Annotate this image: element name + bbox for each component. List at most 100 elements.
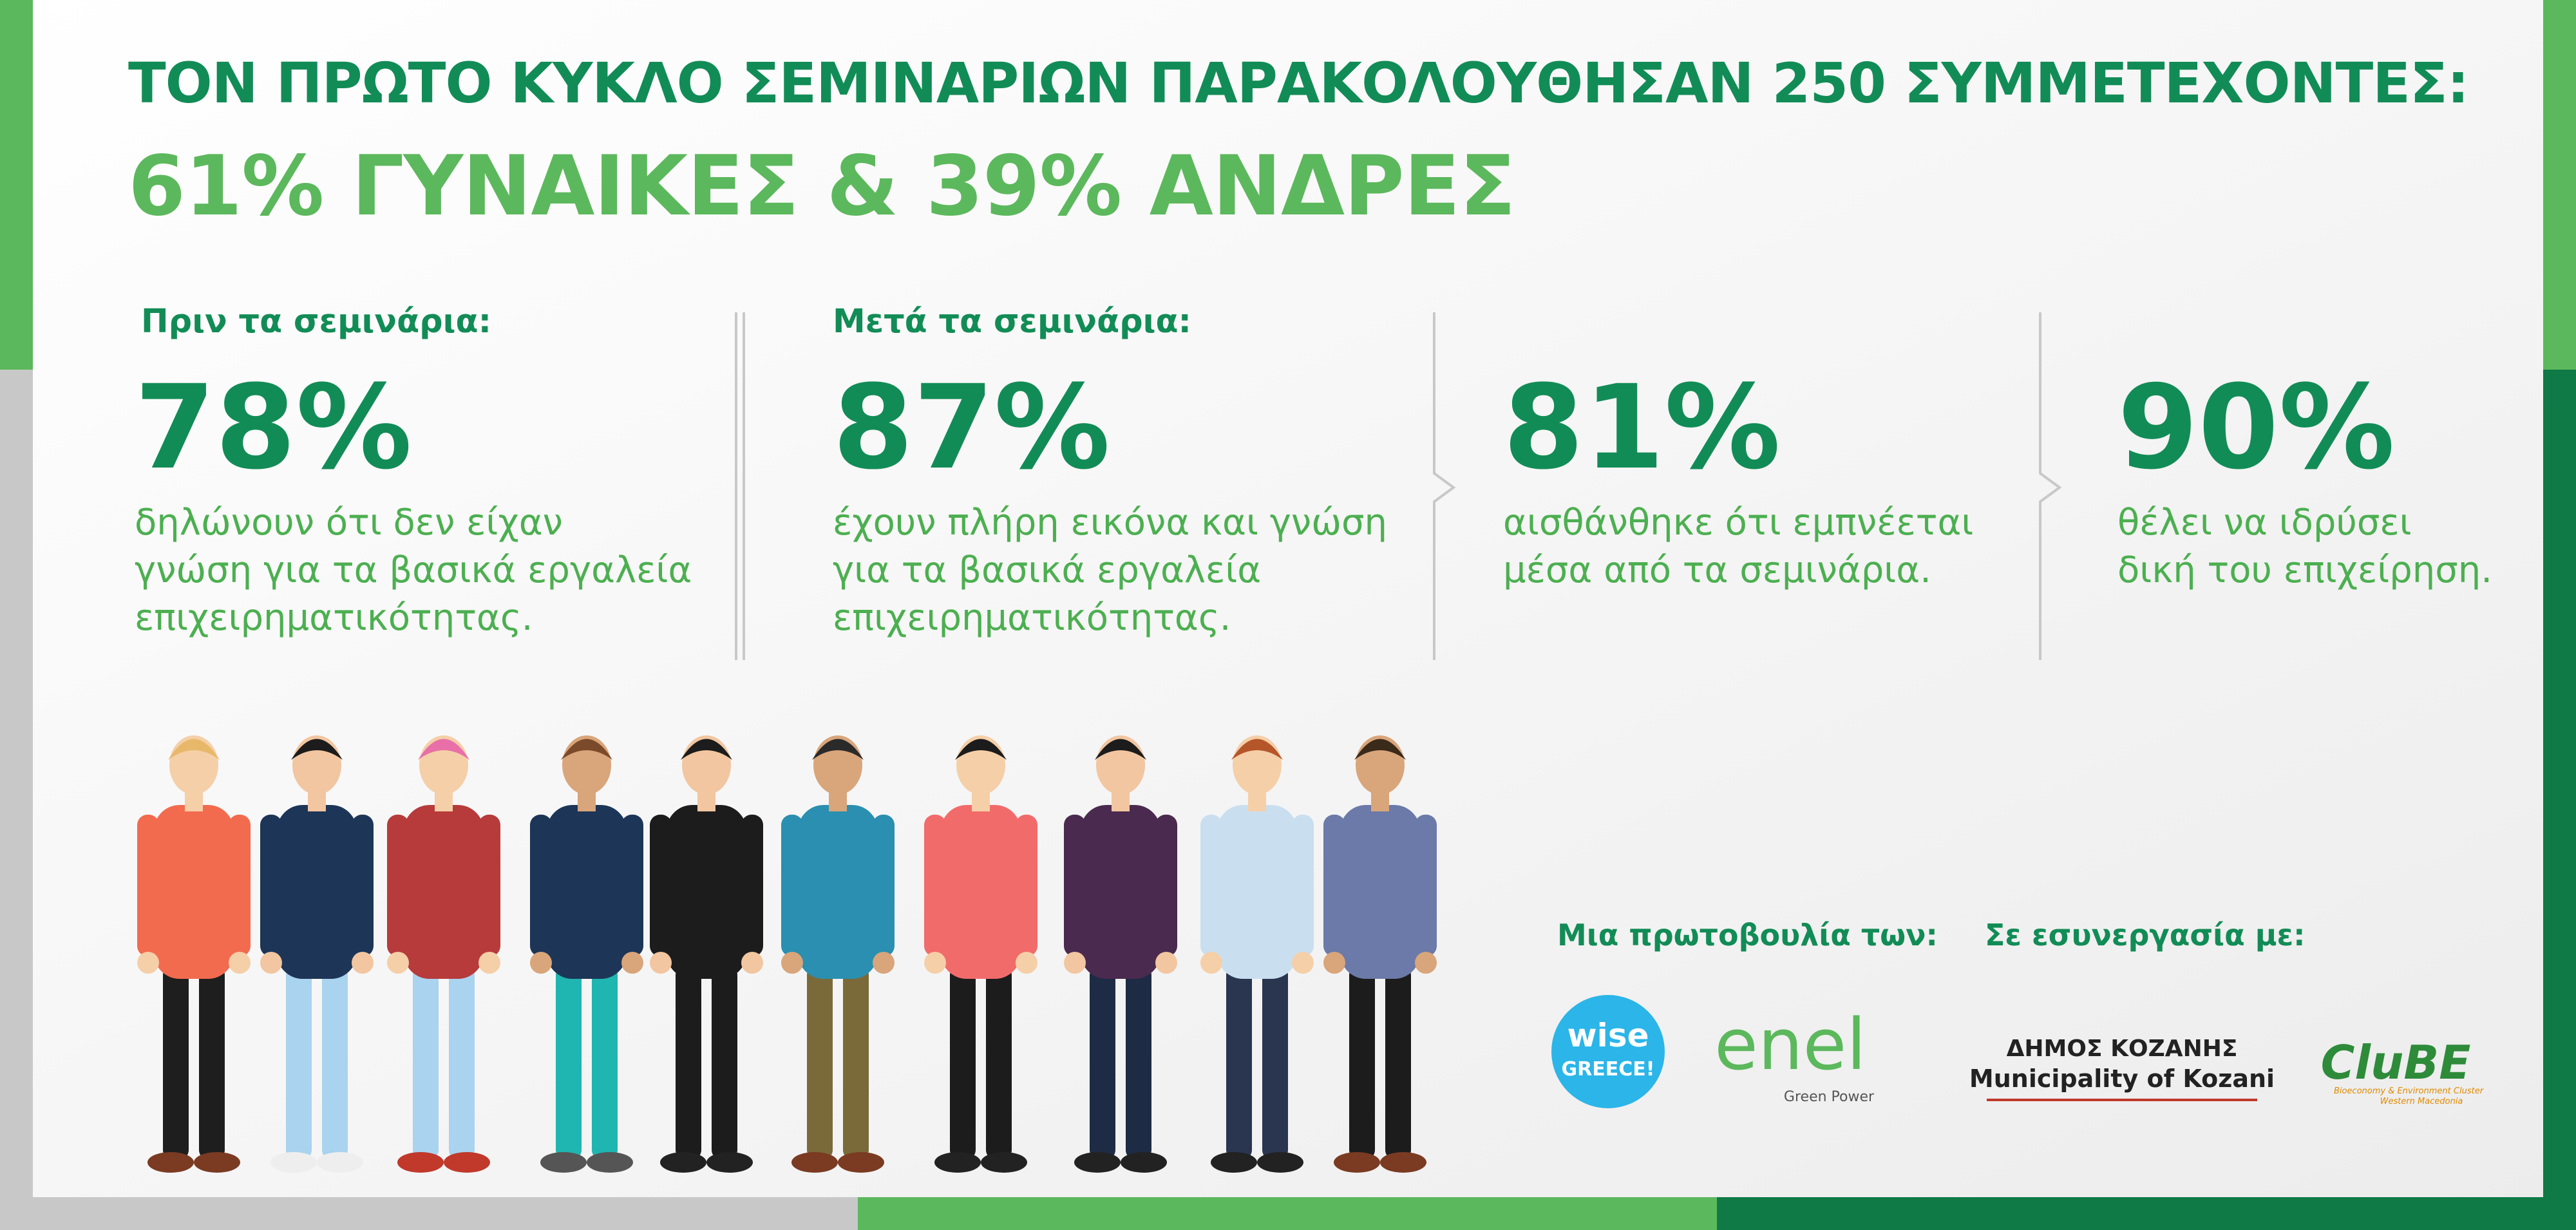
person-part	[924, 952, 946, 974]
partner-label: Σε εσυνεργασία με:	[1985, 918, 2306, 952]
person-part	[1081, 805, 1160, 979]
person-part	[1262, 966, 1288, 1159]
border	[0, 370, 33, 1230]
logo-text: GREECE!	[1562, 1058, 1655, 1081]
person-part	[1064, 815, 1086, 956]
person-part	[706, 1152, 753, 1173]
person-part	[317, 1152, 363, 1173]
person-part	[147, 1152, 194, 1173]
stat-description: αισθάνθηκε ότι εμπνέεται μέσα από τα σεμι…	[1503, 499, 1973, 594]
border	[858, 1197, 1717, 1230]
description-line: για τα βασικά εργαλεία	[833, 549, 1262, 591]
person-part	[397, 1152, 444, 1173]
subtitle: 61% ΓΥΝΑΙΚΕΣ & 39% ΑΝΔΡΕΣ	[128, 138, 1516, 234]
stat-description: θέλει να ιδρύσει δική του επιχείρηση.	[2117, 499, 2492, 594]
person-part	[163, 966, 189, 1159]
person-part	[137, 952, 159, 974]
person-part	[540, 1152, 587, 1173]
person-part	[1211, 1152, 1257, 1173]
logo-text: Green Power	[1784, 1089, 1875, 1105]
person-part	[1200, 952, 1222, 974]
person-part	[812, 739, 864, 760]
person-part	[1257, 1152, 1303, 1173]
person-part	[950, 966, 976, 1159]
people-illustration	[137, 735, 1437, 1173]
person-part	[587, 1152, 633, 1173]
divider	[1433, 312, 1456, 660]
person-part	[270, 1152, 317, 1173]
person-part	[986, 966, 1012, 1159]
person-part	[1380, 1152, 1426, 1173]
title: ΤΟΝ ΠΡΩΤΟ ΚΥΚΛΟ ΣΕΜΙΝΑΡΙΩΝ ΠΑΡΑΚΟΛΟΥΘΗΣΑ…	[128, 52, 2469, 116]
partner-label: Μια πρωτοβουλία των:	[1557, 918, 1938, 952]
person-part	[712, 966, 737, 1159]
stat-description: δηλώνουν ότι δεν είχαν γνώση για τα βασικ…	[135, 499, 692, 642]
logo-text: Western Macedonia	[2380, 1097, 2463, 1106]
section-label: Μετά τα σεμινάρια:	[833, 303, 1191, 341]
person-part	[137, 815, 159, 956]
person-part	[791, 1152, 838, 1173]
border	[2543, 370, 2576, 1230]
person-part	[1415, 952, 1437, 974]
person-part	[1415, 815, 1437, 956]
person-part	[168, 739, 220, 760]
person-part	[1334, 1152, 1380, 1173]
person-part	[807, 966, 833, 1159]
divider	[2039, 312, 2062, 660]
logo-text: wise	[1567, 1017, 1649, 1054]
person-part	[1074, 1152, 1121, 1173]
stat-number: 90%	[2117, 361, 2395, 495]
person-part	[229, 815, 251, 956]
person-part	[530, 952, 552, 974]
description-line: δική του επιχείρηση.	[2117, 549, 2493, 591]
logo-text: ΔΗΜΟΣ ΚΟΖΑΝΗΣ	[2007, 1036, 2238, 1062]
person-part	[449, 966, 475, 1159]
person-part	[1016, 815, 1037, 956]
person-part	[194, 1152, 240, 1173]
logo-text: Municipality of Kozani	[1969, 1064, 2275, 1093]
person-part	[1090, 966, 1115, 1159]
person-part	[291, 739, 343, 760]
person-part	[1095, 739, 1146, 760]
person-part	[530, 815, 552, 956]
person-part	[199, 966, 225, 1159]
stat-number: 78%	[135, 361, 412, 495]
person-part	[781, 815, 803, 956]
person-part	[387, 952, 409, 974]
person-part	[1064, 952, 1086, 974]
description-line: δηλώνουν ότι δεν είχαν	[135, 502, 563, 544]
person-part	[1354, 739, 1406, 760]
person-part	[260, 952, 282, 974]
description-line: γνώση για τα βασικά εργαλεία	[135, 549, 692, 591]
person-part	[547, 805, 627, 979]
person-part	[1349, 966, 1375, 1159]
person-part	[404, 805, 484, 979]
person-part	[621, 815, 643, 956]
description-line: μέσα από τα σεμινάρια.	[1503, 549, 1931, 591]
person-part	[660, 1152, 706, 1173]
person-part	[934, 1152, 981, 1173]
person-part	[1323, 815, 1345, 956]
person-part	[1155, 815, 1177, 956]
person-part	[798, 805, 878, 979]
stat-description: έχουν πλήρη εικόνα και γνώση για τα βασικ…	[833, 499, 1387, 642]
person-part	[592, 966, 618, 1159]
person-part	[556, 966, 582, 1159]
border	[1717, 1197, 2576, 1230]
border	[0, 0, 33, 370]
person-part	[843, 966, 869, 1159]
person-part	[154, 805, 234, 979]
person-part	[667, 805, 746, 979]
section-label: Πριν τα σεμινάρια:	[141, 303, 491, 341]
person-part	[413, 966, 439, 1159]
person-part	[924, 815, 946, 956]
person-part	[650, 815, 672, 956]
stat-number: 81%	[1503, 361, 1781, 495]
person-part	[781, 952, 803, 974]
person-part	[260, 815, 282, 956]
person-part	[1292, 815, 1314, 956]
person-part	[1292, 952, 1314, 974]
person-part	[1385, 966, 1411, 1159]
person-part	[1323, 952, 1345, 974]
